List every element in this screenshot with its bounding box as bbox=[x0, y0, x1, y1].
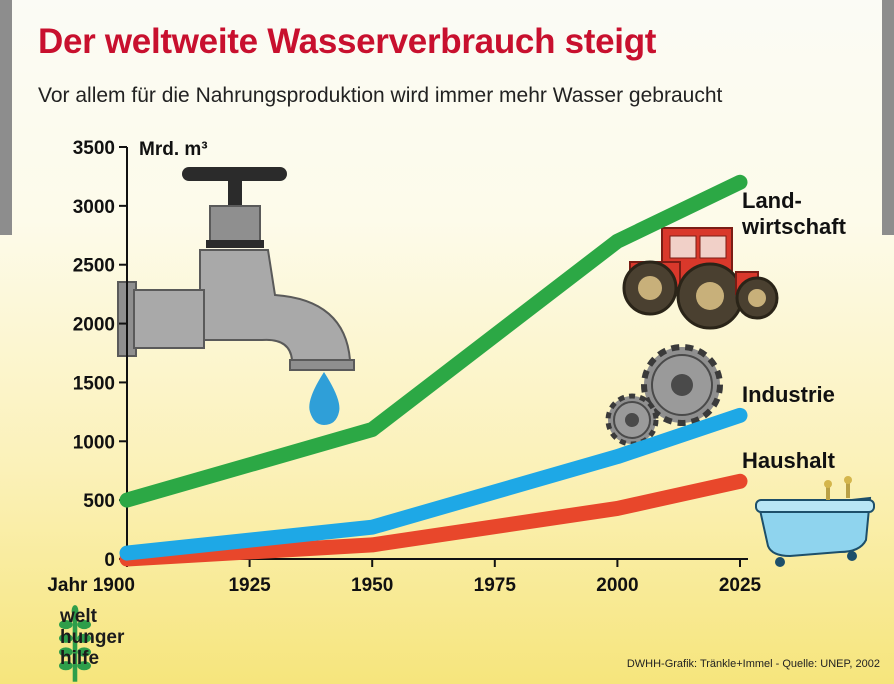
axes: 0 500 1000 1500 2000 2500 3000 3500 Mrd. m³ Jahr … bbox=[47, 138, 761, 596]
tractor-icon bbox=[622, 227, 779, 330]
source-credit: DWHH-Grafik: Tränkle+Immel - Quelle: UNE… bbox=[626, 658, 880, 670]
logo-line-3: hilfe bbox=[60, 648, 100, 669]
x-tick-label: 1950 bbox=[351, 575, 393, 596]
series-label-1: Land- bbox=[742, 188, 802, 213]
gears-icon bbox=[605, 344, 723, 447]
frame-left bbox=[0, 0, 12, 235]
y-tick-label: 500 bbox=[83, 491, 115, 512]
wheat-logo-icon bbox=[59, 605, 91, 682]
series-label-1: wirtschaft bbox=[741, 214, 847, 239]
x-tick-label: Jahr 1900 bbox=[47, 575, 135, 596]
water-drop-icon bbox=[309, 372, 340, 425]
frame-right bbox=[882, 0, 894, 235]
logo-line-1: welt bbox=[60, 606, 97, 627]
logo-text: welt hunger hilfe bbox=[60, 606, 124, 669]
y-tick-label: 0 bbox=[104, 550, 115, 571]
x-tick-label: 1925 bbox=[228, 575, 271, 596]
x-tick-label: 2000 bbox=[596, 575, 638, 596]
series-label-2: Industrie bbox=[742, 382, 835, 407]
y-tick-label: 1500 bbox=[73, 373, 115, 394]
series-lines bbox=[119, 174, 748, 567]
chart-subtitle: Vor allem für die Nahrungsproduktion wir… bbox=[38, 84, 723, 107]
logo-line-2: hunger bbox=[60, 627, 125, 648]
series-line-1 bbox=[119, 174, 748, 508]
series-line-2 bbox=[119, 407, 748, 561]
bathtub-icon bbox=[755, 476, 875, 567]
y-tick-label: 2500 bbox=[73, 256, 115, 277]
y-tick-label: 2000 bbox=[73, 315, 115, 336]
series-line-3 bbox=[119, 473, 748, 567]
x-tick-label: 1975 bbox=[474, 575, 517, 596]
series-label-3: Haushalt bbox=[742, 448, 836, 473]
y-unit-label: Mrd. m³ bbox=[139, 139, 208, 160]
y-tick-label: 3500 bbox=[73, 138, 115, 159]
faucet-icon bbox=[117, 167, 355, 371]
x-tick-label: 2025 bbox=[719, 575, 762, 596]
y-tick-label: 1000 bbox=[73, 432, 115, 453]
chart-title: Der weltweite Wasserverbrauch steigt bbox=[38, 22, 657, 61]
y-tick-label: 3000 bbox=[73, 197, 115, 218]
series-labels: Land-wirtschaft Industrie Haushalt bbox=[741, 188, 847, 473]
